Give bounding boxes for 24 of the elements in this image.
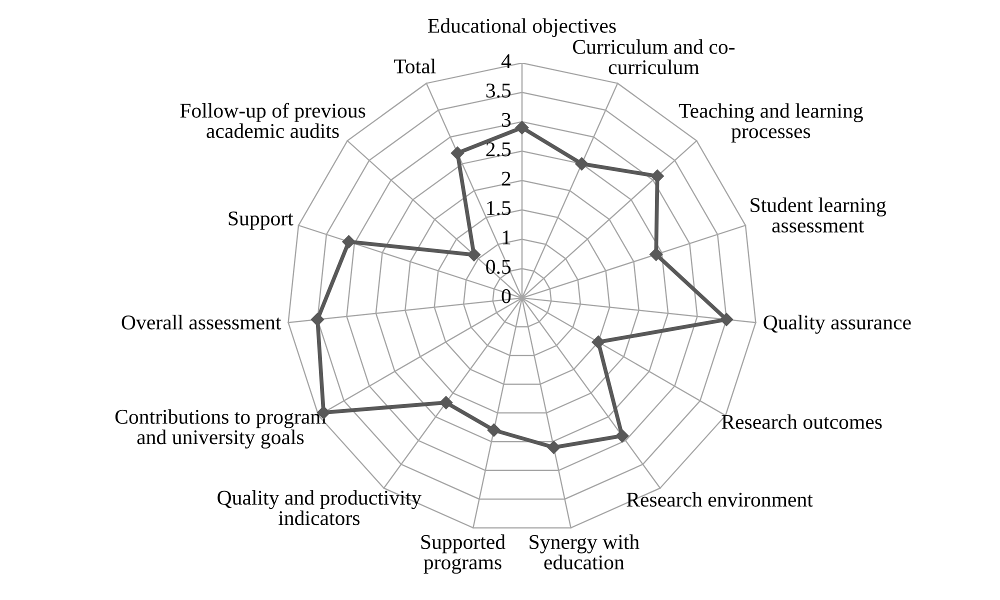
spoke-label: Supported programs bbox=[421, 534, 506, 574]
y-tick-label: 2 bbox=[502, 172, 510, 186]
spoke-label: Teaching and learning processes bbox=[678, 103, 863, 142]
y-tick-label: 2.5 bbox=[486, 142, 511, 156]
spoke-label: Research outcomes bbox=[722, 414, 882, 429]
spoke-label: Student learning assessment bbox=[750, 197, 886, 233]
y-tick-label: 3 bbox=[502, 112, 511, 127]
spoke-label: Overall assessment bbox=[122, 314, 282, 330]
spoke-label: Quality and productivity indicators bbox=[218, 490, 422, 526]
spoke-label: Research environment bbox=[626, 492, 813, 507]
spoke-label: Curriculum and co- curriculum bbox=[573, 39, 735, 74]
spoke-label: Follow-up of previous academic audits bbox=[180, 102, 366, 138]
y-tick-label: 0.5 bbox=[486, 260, 511, 274]
y-tick-label: 3.5 bbox=[486, 84, 511, 98]
spoke-label: Educational objectives bbox=[428, 18, 616, 38]
spoke-label: Quality assurance bbox=[764, 314, 911, 334]
spoke-label: Total bbox=[394, 58, 436, 74]
y-tick-label: 4 bbox=[501, 54, 512, 68]
spoke-label: Synergy with education bbox=[530, 534, 640, 570]
y-tick-label: 0 bbox=[502, 289, 511, 304]
spoke-label: Contributions to program and university goals bbox=[115, 409, 326, 449]
y-tick-label: 1 bbox=[502, 230, 510, 244]
spoke-label: Support bbox=[228, 211, 294, 230]
y-tick-label: 1.5 bbox=[487, 201, 511, 216]
